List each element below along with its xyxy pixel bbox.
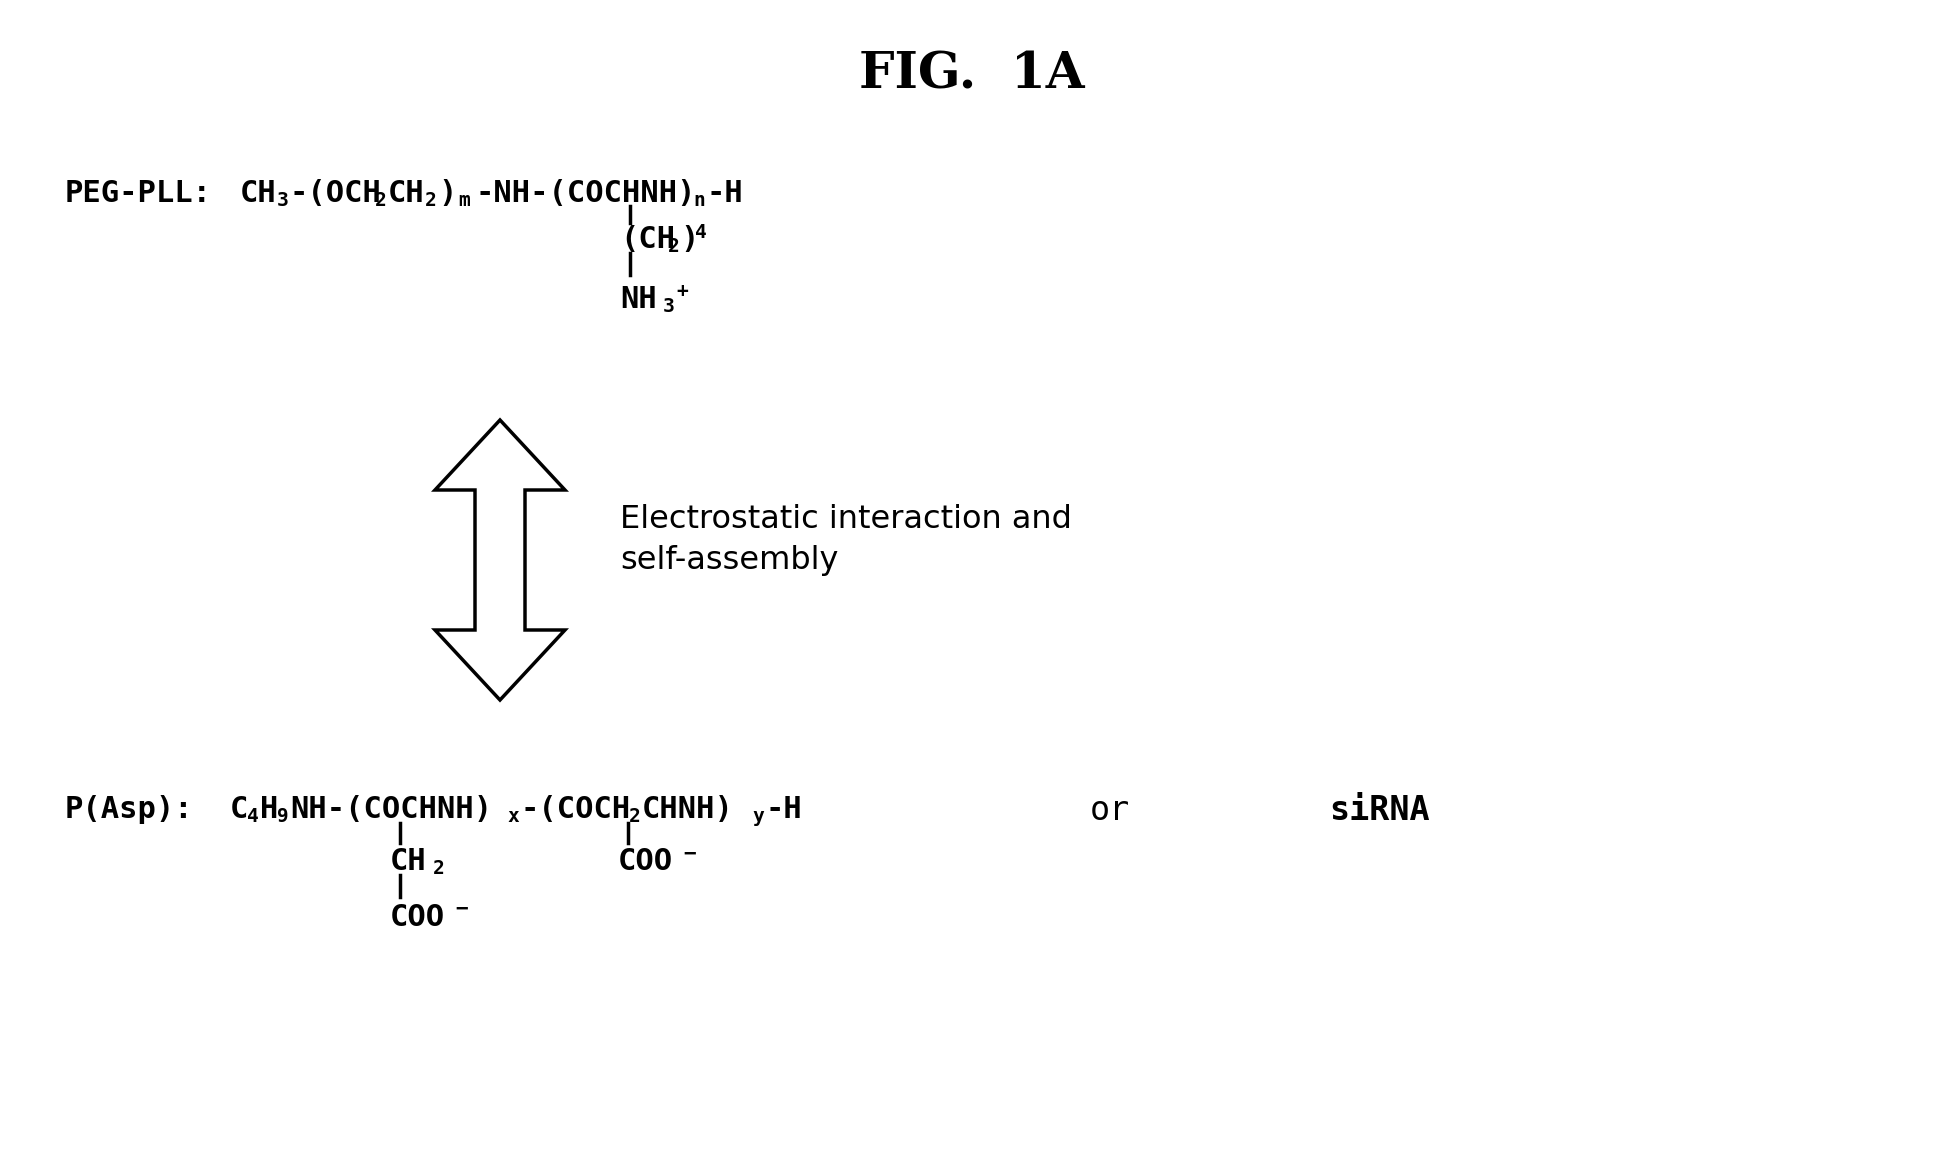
Text: siRNA: siRNA: [1330, 793, 1430, 827]
Text: x: x: [508, 807, 519, 827]
Text: -H: -H: [706, 178, 743, 207]
Text: PEG-PLL:: PEG-PLL:: [64, 178, 212, 207]
Text: 3: 3: [663, 298, 675, 316]
Text: 2: 2: [628, 807, 640, 827]
Text: COO: COO: [619, 848, 673, 877]
Text: 2: 2: [434, 859, 445, 879]
Text: 2: 2: [667, 237, 679, 257]
Text: CH: CH: [387, 178, 424, 207]
Text: ): ): [681, 226, 698, 255]
Text: CHNH): CHNH): [642, 796, 733, 824]
Polygon shape: [436, 420, 564, 699]
Text: -(OCH: -(OCH: [290, 178, 381, 207]
Text: NH-(COCHNH): NH-(COCHNH): [290, 796, 492, 824]
Text: COO: COO: [391, 902, 445, 931]
Text: n: n: [692, 191, 704, 210]
Text: self-assembly: self-assembly: [620, 544, 838, 576]
Text: −: −: [683, 844, 696, 864]
Text: -H: -H: [766, 796, 803, 824]
Text: +: +: [677, 283, 689, 301]
Text: 2: 2: [426, 191, 438, 210]
Text: NH: NH: [620, 286, 657, 315]
Text: C: C: [230, 796, 249, 824]
Text: ): ): [438, 178, 457, 207]
Text: -NH-(COCHNH): -NH-(COCHNH): [477, 178, 696, 207]
Text: or: or: [1089, 793, 1130, 827]
Text: P(Asp):: P(Asp):: [64, 796, 194, 824]
Text: 4: 4: [247, 807, 259, 827]
Text: H: H: [261, 796, 278, 824]
Text: y: y: [753, 807, 764, 827]
Text: 4: 4: [694, 222, 706, 242]
Text: 2: 2: [375, 191, 387, 210]
Text: 9: 9: [276, 807, 288, 827]
Text: m: m: [457, 191, 471, 210]
Text: (CH: (CH: [620, 226, 675, 255]
Text: Electrostatic interaction and: Electrostatic interaction and: [620, 505, 1072, 535]
Text: CH: CH: [239, 178, 276, 207]
Text: 3: 3: [276, 191, 288, 210]
Text: FIG.  1A: FIG. 1A: [860, 51, 1085, 100]
Text: -(COCH: -(COCH: [521, 796, 632, 824]
Text: −: −: [455, 899, 467, 919]
Text: CH: CH: [391, 848, 426, 877]
